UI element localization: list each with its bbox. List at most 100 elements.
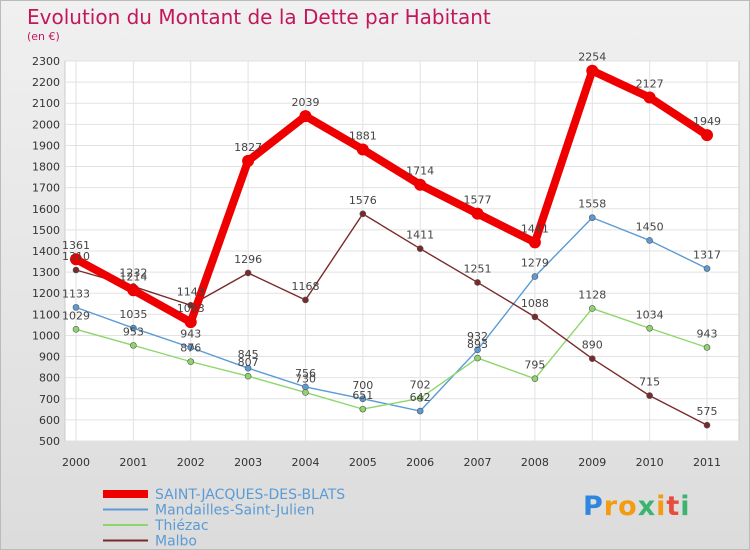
- data-label: 715: [639, 376, 660, 389]
- data-point: [244, 372, 252, 380]
- data-label: 893: [467, 338, 488, 351]
- x-tick-label: 2001: [119, 456, 147, 469]
- data-point: [531, 313, 539, 321]
- data-point: [302, 389, 309, 396]
- data-label: 1168: [291, 280, 319, 293]
- data-label: 651: [352, 389, 373, 402]
- data-point: [703, 344, 711, 351]
- data-label: 1361: [62, 239, 90, 252]
- data-point: [72, 326, 80, 333]
- data-point: [359, 405, 367, 413]
- data-point: [588, 305, 596, 312]
- data-label: 1317: [693, 249, 721, 262]
- data-point: [531, 375, 539, 383]
- data-label: 1577: [464, 194, 492, 207]
- series-line: [75, 213, 708, 426]
- data-point: [646, 237, 653, 244]
- data-point: [242, 154, 255, 167]
- data-label: 1143: [177, 285, 205, 298]
- x-tick-label: 2009: [578, 456, 606, 469]
- data-label: 795: [524, 359, 545, 372]
- y-tick-label: 1800: [32, 161, 60, 174]
- logo-letter: x: [637, 491, 657, 522]
- y-tick-label: 800: [39, 372, 60, 385]
- y-tick-label: 500: [39, 435, 60, 448]
- data-point: [588, 214, 596, 221]
- data-label: 1576: [349, 194, 377, 207]
- data-point: [646, 392, 653, 399]
- data-point: [299, 110, 312, 123]
- series-line: [75, 216, 708, 412]
- proxiti-logo: Proxiti: [583, 491, 691, 522]
- data-label: 876: [180, 342, 201, 355]
- data-label: 807: [238, 356, 259, 369]
- y-tick-label: 2300: [32, 55, 60, 68]
- data-label: 890: [582, 339, 603, 352]
- data-point: [359, 395, 367, 403]
- data-label: 575: [697, 405, 718, 418]
- logo-letter: i: [656, 491, 667, 522]
- y-tick-label: 1300: [32, 266, 60, 279]
- data-point: [244, 269, 252, 277]
- data-point: [187, 344, 195, 351]
- data-point: [184, 316, 197, 329]
- data-point: [588, 355, 596, 362]
- data-point: [244, 364, 252, 372]
- x-tick-label: 2010: [636, 456, 664, 469]
- data-label: 1232: [119, 266, 147, 279]
- data-label: 1128: [578, 288, 606, 301]
- data-point: [356, 143, 369, 156]
- data-point: [474, 354, 481, 362]
- data-label: 1214: [119, 270, 147, 283]
- data-label: 1029: [62, 309, 90, 322]
- data-point: [416, 245, 424, 252]
- data-label: 702: [410, 378, 431, 391]
- data-point: [646, 324, 653, 332]
- y-tick-label: 2100: [32, 97, 60, 110]
- data-point: [127, 284, 140, 297]
- y-tick-label: 1100: [32, 308, 60, 321]
- data-label: 845: [238, 348, 259, 361]
- x-tick-label: 2002: [177, 456, 205, 469]
- y-tick-label: 1400: [32, 245, 60, 258]
- data-point: [414, 178, 427, 191]
- y-tick-label: 1200: [32, 287, 60, 300]
- series-line: [72, 66, 711, 327]
- data-label: 1881: [349, 129, 377, 142]
- x-tick-label: 2000: [62, 456, 90, 469]
- data-label: 943: [697, 327, 718, 340]
- y-tick-label: 2200: [32, 76, 60, 89]
- data-label: 1063: [177, 302, 205, 315]
- x-tick-label: 2005: [349, 456, 377, 469]
- logo-letter: t: [666, 491, 681, 522]
- data-point: [416, 407, 424, 415]
- data-label: 1279: [521, 257, 549, 270]
- data-label: 2039: [291, 96, 319, 109]
- data-point: [70, 253, 82, 266]
- data-point: [703, 265, 711, 272]
- data-label: 1411: [406, 229, 434, 242]
- data-point: [528, 236, 541, 249]
- data-label: 1034: [636, 308, 664, 321]
- legend-label: Mandailles-Saint-Julien: [155, 503, 314, 519]
- data-point: [72, 266, 80, 274]
- legend-label: Malbo: [155, 534, 197, 550]
- legend-label: SAINT-JACQUES-DES-BLATS: [155, 487, 345, 503]
- data-label: 1558: [578, 198, 606, 211]
- data-label: 1035: [119, 308, 147, 321]
- data-point: [130, 342, 137, 349]
- x-tick-label: 2006: [406, 456, 434, 469]
- series-line: [75, 307, 708, 410]
- data-point: [474, 279, 481, 286]
- data-label: 730: [295, 372, 316, 385]
- logo-letter: i: [680, 491, 691, 522]
- y-tick-label: 600: [39, 414, 60, 427]
- data-point: [302, 296, 309, 304]
- y-tick-label: 1000: [32, 329, 60, 342]
- x-tick-label: 2004: [291, 456, 319, 469]
- data-label: 1714: [406, 165, 434, 178]
- chart-title: Evolution du Montant de la Dette par Hab…: [27, 5, 491, 29]
- data-label: 700: [352, 379, 373, 392]
